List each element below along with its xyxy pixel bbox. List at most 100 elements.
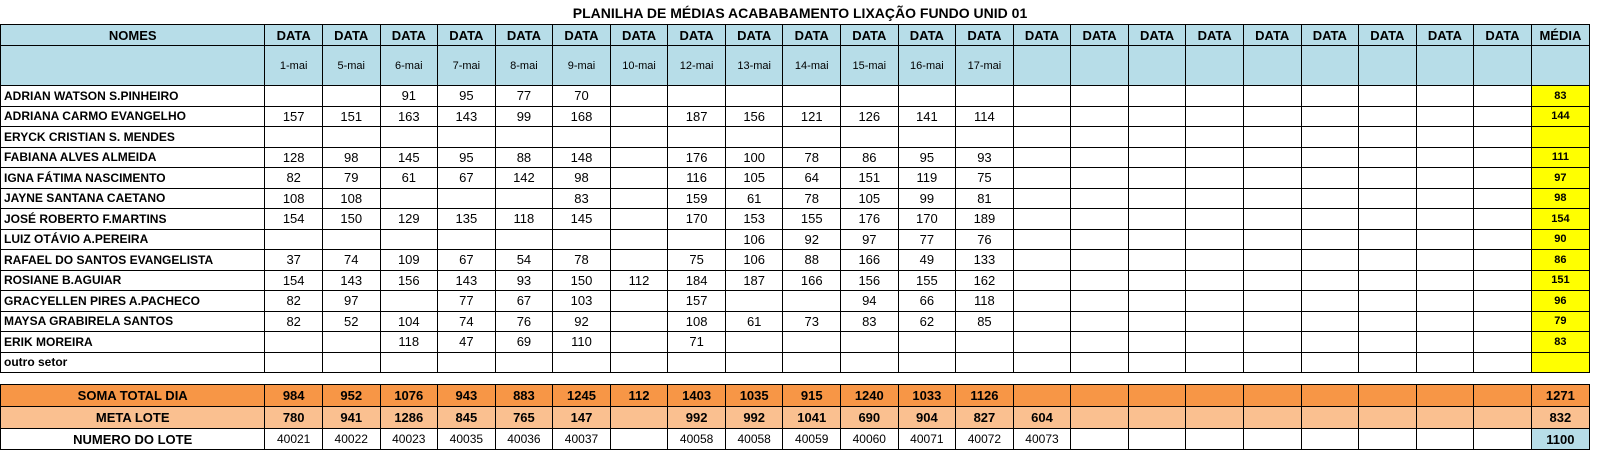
value-cell[interactable] [782,85,842,107]
value-cell[interactable]: 119 [897,167,957,189]
value-cell[interactable] [1242,105,1302,127]
value-cell[interactable] [1127,310,1187,332]
value-cell[interactable] [1242,351,1302,373]
value-cell[interactable]: 154 [264,269,323,291]
soma-value[interactable]: 112 [609,384,669,407]
value-cell[interactable]: 145 [379,146,439,168]
value-cell[interactable] [1473,167,1532,189]
value-cell[interactable] [321,126,381,148]
value-cell[interactable] [1358,146,1417,168]
lote-value[interactable]: 40058 [667,428,726,450]
value-cell[interactable]: 93 [494,269,554,291]
value-cell[interactable]: 94 [840,290,899,312]
value-cell[interactable] [1185,351,1244,373]
value-cell[interactable] [1127,187,1187,209]
value-cell[interactable]: 170 [667,208,726,230]
value-cell[interactable] [609,187,669,209]
lote-value[interactable]: 40021 [264,428,323,450]
value-cell[interactable] [1358,105,1417,127]
value-cell[interactable] [1473,249,1532,271]
value-cell[interactable]: 67 [437,167,496,189]
value-cell[interactable] [1300,167,1360,189]
value-cell[interactable] [955,351,1014,373]
soma-value[interactable]: 984 [264,384,323,407]
value-cell[interactable]: 153 [724,208,784,230]
value-cell[interactable]: 97 [321,290,381,312]
value-cell[interactable] [1473,146,1532,168]
value-cell[interactable]: 168 [552,105,611,127]
value-cell[interactable]: 189 [955,208,1014,230]
value-cell[interactable] [1473,331,1532,353]
value-cell[interactable]: 142 [494,167,554,189]
media-cell[interactable]: 154 [1530,208,1591,230]
value-cell[interactable] [1358,351,1417,373]
value-cell[interactable] [782,290,842,312]
data-header[interactable]: DATA [552,24,611,46]
lote-label[interactable]: NUMERO DO LOTE [0,428,266,450]
value-cell[interactable] [1070,269,1129,291]
employee-name[interactable]: JOSÉ ROBERTO F.MARTINS [0,208,266,230]
lote-value[interactable] [1127,428,1187,450]
value-cell[interactable] [1358,228,1417,250]
lote-value[interactable]: 40035 [437,428,496,450]
meta-value[interactable]: 941 [321,406,381,429]
value-cell[interactable] [1300,290,1360,312]
value-cell[interactable] [1415,290,1475,312]
data-header[interactable]: DATA [1415,24,1475,46]
value-cell[interactable] [1473,105,1532,127]
date-cell[interactable] [1185,45,1244,86]
value-cell[interactable]: 81 [955,187,1014,209]
date-cell[interactable]: 9-mai [552,45,611,86]
value-cell[interactable] [1473,228,1532,250]
value-cell[interactable] [264,85,323,107]
value-cell[interactable] [264,331,323,353]
value-cell[interactable] [1242,290,1302,312]
value-cell[interactable] [840,351,899,373]
value-cell[interactable] [1415,351,1475,373]
value-cell[interactable] [1070,290,1129,312]
value-cell[interactable] [840,85,899,107]
lote-value[interactable]: 40071 [897,428,957,450]
value-cell[interactable] [1185,126,1244,148]
employee-name[interactable]: ADRIANA CARMO EVANGELHO [0,105,266,127]
data-header[interactable]: DATA [1473,24,1532,46]
employee-name[interactable]: JAYNE SANTANA CAETANO [0,187,266,209]
value-cell[interactable] [609,310,669,332]
value-cell[interactable]: 112 [609,269,669,291]
soma-value[interactable] [1127,384,1187,407]
lote-value[interactable] [1415,428,1475,450]
date-cell[interactable]: 8-mai [494,45,554,86]
soma-label[interactable]: SOMA TOTAL DIA [0,384,266,407]
value-cell[interactable] [1127,146,1187,168]
value-cell[interactable] [955,85,1014,107]
data-header[interactable]: DATA [1127,24,1187,46]
value-cell[interactable]: 97 [840,228,899,250]
value-cell[interactable] [1473,85,1532,107]
value-cell[interactable]: 106 [724,249,784,271]
value-cell[interactable]: 74 [321,249,381,271]
value-cell[interactable] [667,228,726,250]
value-cell[interactable] [1415,269,1475,291]
value-cell[interactable]: 99 [897,187,957,209]
value-cell[interactable]: 151 [321,105,381,127]
value-cell[interactable]: 99 [494,105,554,127]
meta-value[interactable] [1185,406,1244,429]
date-cell[interactable]: 16-mai [897,45,957,86]
employee-name[interactable]: ROSIANE B.AGUIAR [0,269,266,291]
value-cell[interactable]: 64 [782,167,842,189]
lote-value[interactable] [1070,428,1129,450]
value-cell[interactable]: 66 [897,290,957,312]
value-cell[interactable] [1358,167,1417,189]
value-cell[interactable]: 176 [840,208,899,230]
value-cell[interactable] [1473,290,1532,312]
employee-name[interactable]: LUIZ OTÁVIO A.PEREIRA [0,228,266,250]
value-cell[interactable]: 133 [955,249,1014,271]
soma-value[interactable] [1473,384,1532,407]
value-cell[interactable] [1070,85,1129,107]
value-cell[interactable] [955,126,1014,148]
value-cell[interactable] [552,228,611,250]
employee-name[interactable]: ERYCK CRISTIAN S. MENDES [0,126,266,148]
value-cell[interactable]: 184 [667,269,726,291]
value-cell[interactable] [724,85,784,107]
value-cell[interactable] [1415,167,1475,189]
